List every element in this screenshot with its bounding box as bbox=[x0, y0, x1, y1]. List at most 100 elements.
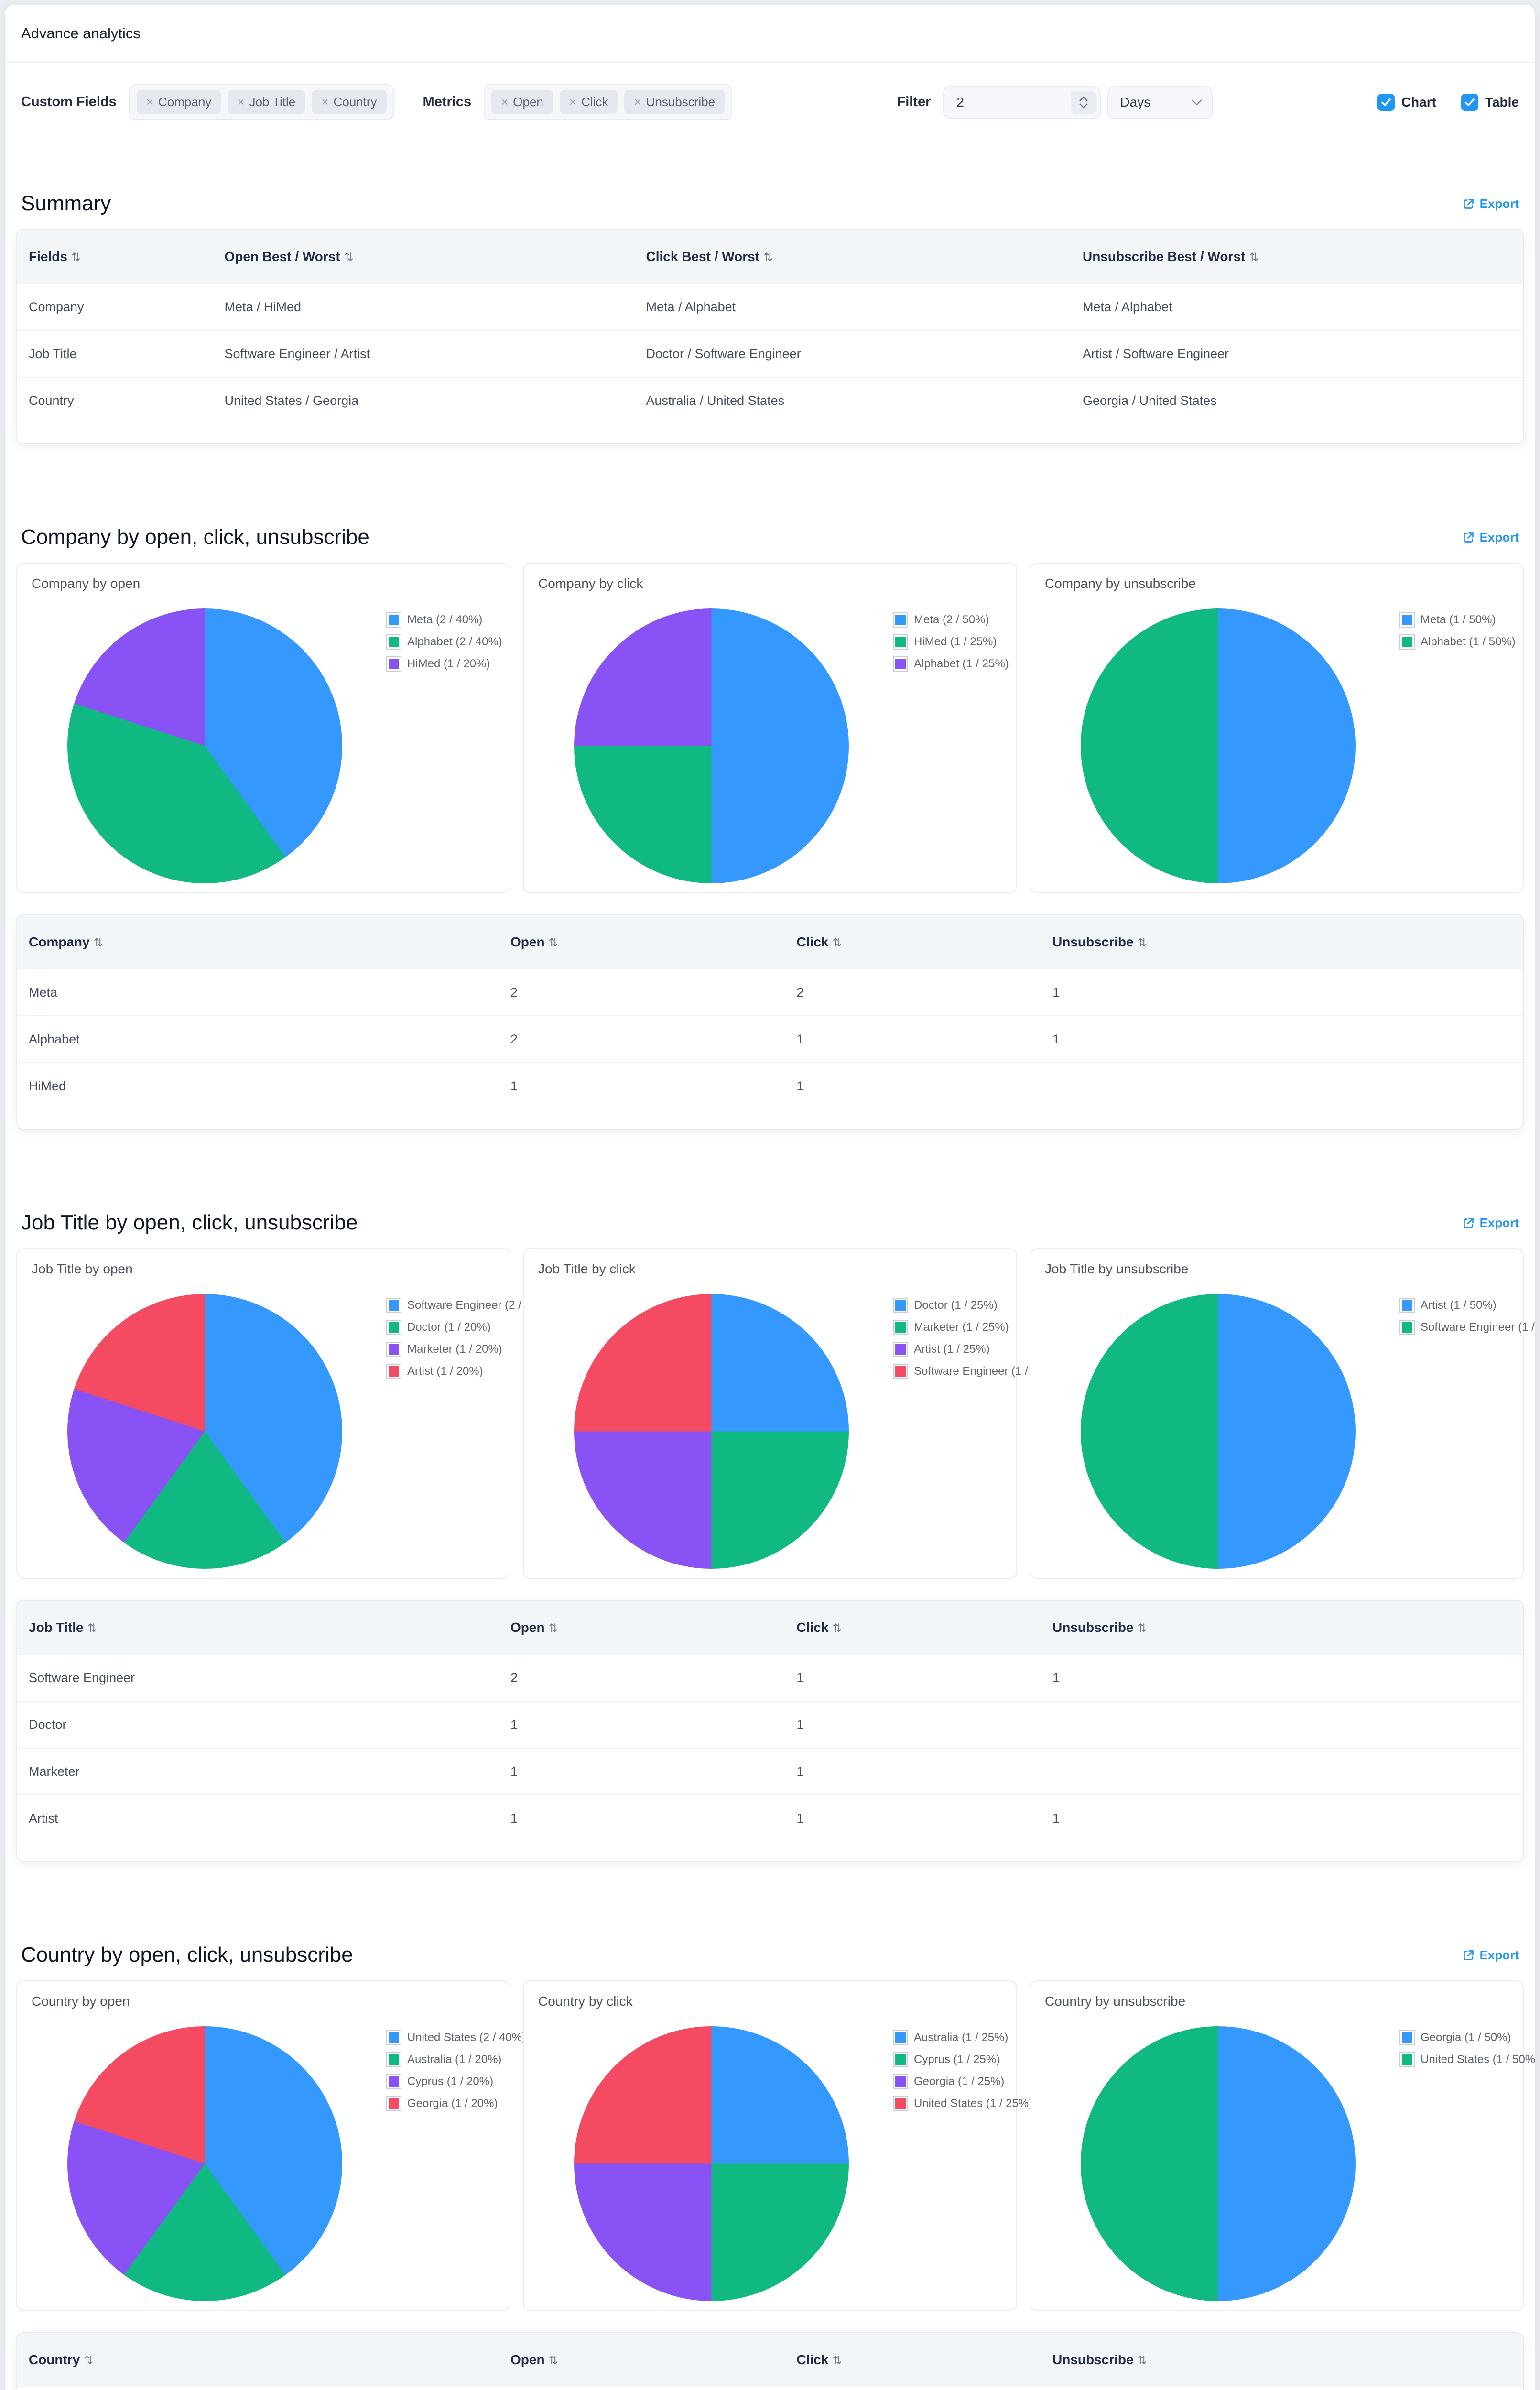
column-header[interactable]: Open ⇅ bbox=[499, 1601, 785, 1654]
table-cell: Doctor / Software Engineer bbox=[634, 330, 1071, 377]
legend-item[interactable]: Georgia (1 / 25%) bbox=[893, 2074, 1032, 2089]
legend-item[interactable]: Australia (1 / 20%) bbox=[386, 2052, 526, 2067]
export-button[interactable]: Export bbox=[1462, 530, 1519, 545]
chip-remove-icon[interactable]: × bbox=[569, 95, 577, 109]
legend-item[interactable]: Meta (2 / 40%) bbox=[386, 612, 502, 628]
sort-icon: ⇅ bbox=[1137, 1621, 1147, 1635]
table-row: Meta 2 2 1 bbox=[17, 968, 1523, 1016]
legend-item[interactable]: Alphabet (1 / 25%) bbox=[893, 656, 1009, 672]
column-header[interactable]: Open ⇅ bbox=[499, 2333, 785, 2387]
legend-swatch-color bbox=[389, 2032, 399, 2043]
column-header[interactable]: Click ⇅ bbox=[785, 1601, 1041, 1654]
legend-item[interactable]: Marketer (1 / 20%) bbox=[386, 1342, 552, 1357]
filter-unit-select[interactable]: Days bbox=[1107, 86, 1213, 119]
legend-item[interactable]: Georgia (1 / 50%) bbox=[1399, 2030, 1535, 2045]
checkbox[interactable] bbox=[1461, 93, 1478, 111]
table-cell: Meta / Alphabet bbox=[1071, 283, 1523, 330]
legend-swatch-color bbox=[895, 659, 906, 669]
legend-label: United States (1 / 25%) bbox=[914, 2097, 1033, 2110]
legend-item[interactable]: Cyprus (1 / 25%) bbox=[893, 2052, 1032, 2067]
chip-remove-icon[interactable]: × bbox=[634, 95, 641, 109]
column-header[interactable]: Unsubscribe ⇅ bbox=[1041, 1601, 1523, 1654]
legend-swatch-color bbox=[389, 615, 399, 625]
legend-item[interactable]: United States (1 / 25%) bbox=[893, 2096, 1032, 2111]
legend-item[interactable]: Cyprus (1 / 20%) bbox=[386, 2074, 526, 2089]
table-header-row: Job Title ⇅ Open ⇅ Click ⇅ Unsubscribe ⇅ bbox=[17, 1601, 1523, 1654]
column-header[interactable]: Unsubscribe Best / Worst ⇅ bbox=[1071, 230, 1523, 283]
column-header[interactable]: Click ⇅ bbox=[785, 2333, 1041, 2387]
custom-fields-group: Custom Fields × Company × Job Title × Co… bbox=[21, 84, 394, 120]
legend-item[interactable]: Australia (1 / 25%) bbox=[893, 2030, 1032, 2045]
legend-item[interactable]: Doctor (1 / 25%) bbox=[893, 1298, 1058, 1313]
chart-legend: Software Engineer (2 / 40%) Doctor (1 / … bbox=[386, 1298, 552, 1379]
check-icon bbox=[1465, 98, 1475, 106]
table-cell: Software Engineer / Artist bbox=[213, 330, 635, 377]
column-header[interactable]: Open Best / Worst ⇅ bbox=[213, 230, 635, 283]
column-header[interactable]: Fields ⇅ bbox=[17, 230, 213, 283]
chip-remove-icon[interactable]: × bbox=[146, 95, 153, 109]
column-header[interactable]: Click Best / Worst ⇅ bbox=[634, 230, 1071, 283]
column-header[interactable]: Click ⇅ bbox=[785, 915, 1041, 969]
table-header-row: Fields ⇅ Open Best / Worst ⇅ Click Best / … bbox=[17, 230, 1523, 283]
legend-label: United States (1 / 50%) bbox=[1421, 2053, 1535, 2066]
chip-remove-icon[interactable]: × bbox=[501, 95, 509, 109]
checkbox[interactable] bbox=[1377, 93, 1395, 111]
metrics-multiselect[interactable]: × Open × Click × Unsubscribe bbox=[484, 84, 733, 120]
chip-remove-icon[interactable]: × bbox=[321, 95, 329, 109]
column-header[interactable]: Company ⇅ bbox=[17, 915, 499, 969]
table-cell: Meta / HiMed bbox=[213, 283, 635, 330]
legend-item[interactable]: Artist (1 / 25%) bbox=[893, 1342, 1058, 1357]
custom-fields-multiselect[interactable]: × Company × Job Title × Country bbox=[129, 84, 394, 120]
chart-card: Job Title by open Software Engineer (2 /… bbox=[16, 1248, 552, 1579]
legend-item[interactable]: United States (1 / 50%) bbox=[1399, 2052, 1535, 2067]
chart-title: Job Title by click bbox=[538, 1261, 636, 1276]
legend-swatch bbox=[386, 1320, 401, 1335]
column-header[interactable]: Country ⇅ bbox=[17, 2333, 499, 2387]
legend-item[interactable]: Georgia (1 / 20%) bbox=[386, 2096, 526, 2111]
table-cell: 1 bbox=[1041, 2386, 1523, 2390]
legend-item[interactable]: Alphabet (2 / 40%) bbox=[386, 634, 502, 650]
view-toggle[interactable]: Table bbox=[1461, 93, 1519, 111]
toolbar: Custom Fields × Company × Job Title × Co… bbox=[5, 63, 1535, 120]
legend-swatch bbox=[893, 2096, 908, 2111]
legend-swatch bbox=[893, 2074, 908, 2089]
legend-label: HiMed (1 / 20%) bbox=[407, 657, 490, 670]
column-header[interactable]: Unsubscribe ⇅ bbox=[1041, 915, 1523, 969]
section-heading: Summary bbox=[21, 192, 111, 215]
table-cell: Country bbox=[17, 377, 213, 424]
legend-item[interactable]: Artist (1 / 20%) bbox=[386, 1364, 552, 1379]
legend-swatch bbox=[386, 1342, 401, 1357]
export-button[interactable]: Export bbox=[1462, 196, 1519, 211]
column-header[interactable]: Job Title ⇅ bbox=[17, 1601, 499, 1654]
table-cell: HiMed bbox=[17, 1062, 499, 1109]
legend-item[interactable]: Meta (1 / 50%) bbox=[1399, 612, 1516, 628]
export-button[interactable]: Export bbox=[1462, 1216, 1519, 1230]
legend-item[interactable]: Alphabet (1 / 50%) bbox=[1399, 634, 1516, 650]
legend-item[interactable]: Software Engineer (1 / 50%) bbox=[1399, 1320, 1535, 1335]
section-table: Country⇅ Open⇅ Click⇅ Unsubscribe⇅ Unite… bbox=[16, 2332, 1524, 2390]
filter-stepper[interactable] bbox=[1071, 90, 1096, 114]
legend-item[interactable]: Artist (1 / 50%) bbox=[1399, 1298, 1535, 1313]
legend-item[interactable]: Doctor (1 / 20%) bbox=[386, 1320, 552, 1335]
column-header[interactable]: Unsubscribe ⇅ bbox=[1041, 2333, 1523, 2387]
chevron-down-icon bbox=[1192, 99, 1203, 106]
table-row: Job Title Software Engineer / Artist Doc… bbox=[17, 330, 1523, 377]
export-button[interactable]: Export bbox=[1462, 1948, 1519, 1963]
filter-number-input[interactable] bbox=[944, 94, 1050, 110]
legend-item[interactable]: United States (2 / 40%) bbox=[386, 2030, 526, 2045]
legend-swatch-color bbox=[1402, 1322, 1412, 1333]
legend-item[interactable]: HiMed (1 / 20%) bbox=[386, 656, 502, 672]
legend-item[interactable]: Meta (2 / 50%) bbox=[893, 612, 1009, 628]
legend-label: Alphabet (2 / 40%) bbox=[407, 635, 502, 648]
legend-item[interactable]: Marketer (1 / 25%) bbox=[893, 1320, 1058, 1335]
view-toggle[interactable]: Chart bbox=[1377, 93, 1436, 111]
column-header[interactable]: Open ⇅ bbox=[499, 915, 785, 969]
legend-swatch bbox=[1399, 612, 1415, 628]
chip-remove-icon[interactable]: × bbox=[237, 95, 245, 109]
field-chip: × Company bbox=[136, 90, 221, 114]
chart-title: Country by open bbox=[32, 1994, 130, 2009]
legend-item[interactable]: HiMed (1 / 25%) bbox=[893, 634, 1009, 650]
filter-unit-value: Days bbox=[1120, 94, 1151, 109]
metrics-group: Metrics × Open × Click × Unsubscribe bbox=[423, 84, 733, 120]
table-cell bbox=[1041, 1748, 1523, 1795]
